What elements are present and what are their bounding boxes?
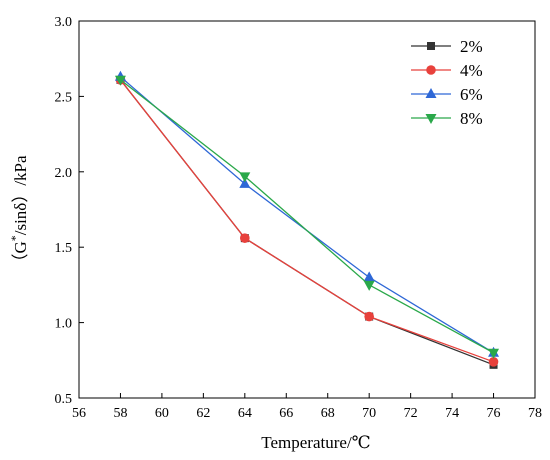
legend-marker (425, 114, 437, 124)
x-tick-label: 72 (404, 406, 418, 421)
x-tick-label: 70 (362, 406, 376, 421)
plot-area: 56 58 60 62 64 66 68 70 72 74 76 78 0.5 1.0 1.5 2.0 2.5 3… (55, 15, 543, 421)
legend-item: 4% (411, 61, 483, 80)
legend-marker (425, 88, 437, 98)
y-axis-title-sup: * (8, 235, 22, 241)
y-tick-label: 2.0 (55, 166, 73, 181)
x-tick-label: 68 (321, 406, 335, 421)
data-point (240, 233, 250, 243)
series-line (119, 79, 494, 363)
legend-marker (426, 65, 436, 75)
x-tick-label: 58 (113, 406, 127, 421)
legend: 2% 4% 6% 8% (411, 37, 483, 128)
data-point (488, 348, 500, 359)
legend-item: 2% (411, 37, 483, 56)
x-tick-label: 62 (196, 406, 210, 421)
x-tick-label: 64 (238, 406, 252, 421)
y-tick-label: 1.5 (55, 241, 73, 256)
y-axis-title: （G*/sinδ）/kPa (8, 155, 30, 271)
x-tick-label: 56 (72, 406, 86, 421)
legend-label: 8% (460, 109, 483, 128)
data-point (239, 177, 251, 188)
series-4 (114, 75, 500, 359)
x-tick-label: 66 (279, 406, 293, 421)
x-tick-label: 60 (155, 406, 169, 421)
series-1 (116, 75, 498, 369)
legend-label: 6% (460, 85, 483, 104)
y-tick-label: 2.5 (55, 90, 73, 105)
x-tick-label: 78 (528, 406, 542, 421)
x-axis-title: Temperature/℃ (261, 433, 370, 452)
series-line (120, 79, 494, 354)
plot-frame (78, 20, 536, 399)
legend-label: 4% (460, 61, 483, 80)
y-axis-title-open: （G (11, 241, 30, 270)
y-axis-title-rest: /sinδ）/kPa (11, 155, 30, 235)
data-point (364, 311, 374, 322)
x-tick-label: 74 (445, 406, 459, 421)
series-3 (114, 70, 500, 357)
legend-item: 8% (411, 109, 483, 128)
data-point (363, 280, 375, 291)
x-tick-label: 76 (487, 406, 501, 421)
series-2 (115, 75, 499, 367)
y-tick-label: 0.5 (55, 392, 73, 407)
legend-item: 6% (411, 85, 483, 104)
data-point (363, 271, 375, 282)
data-point (488, 357, 499, 367)
data-point (239, 172, 251, 183)
legend-label: 2% (460, 37, 483, 56)
legend-marker (427, 42, 435, 50)
data-point (114, 75, 126, 86)
y-tick-label: 1.0 (55, 317, 73, 332)
y-tick-label: 3.0 (55, 15, 73, 30)
